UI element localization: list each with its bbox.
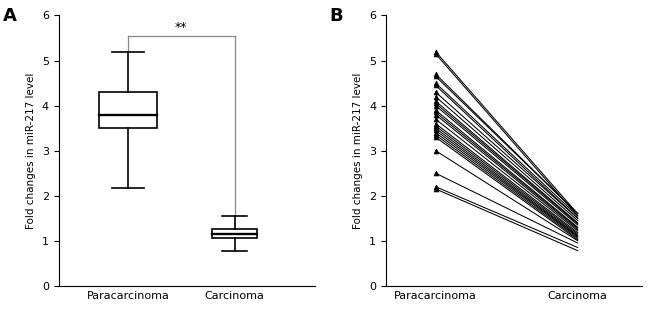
Text: B: B: [330, 7, 343, 25]
Y-axis label: Fold changes in miR-217 level: Fold changes in miR-217 level: [354, 72, 363, 229]
Bar: [213, 230, 257, 239]
Y-axis label: Fold changes in miR-217 level: Fold changes in miR-217 level: [26, 72, 36, 229]
Bar: [99, 92, 157, 128]
Text: A: A: [3, 7, 16, 25]
Text: **: **: [175, 21, 188, 34]
